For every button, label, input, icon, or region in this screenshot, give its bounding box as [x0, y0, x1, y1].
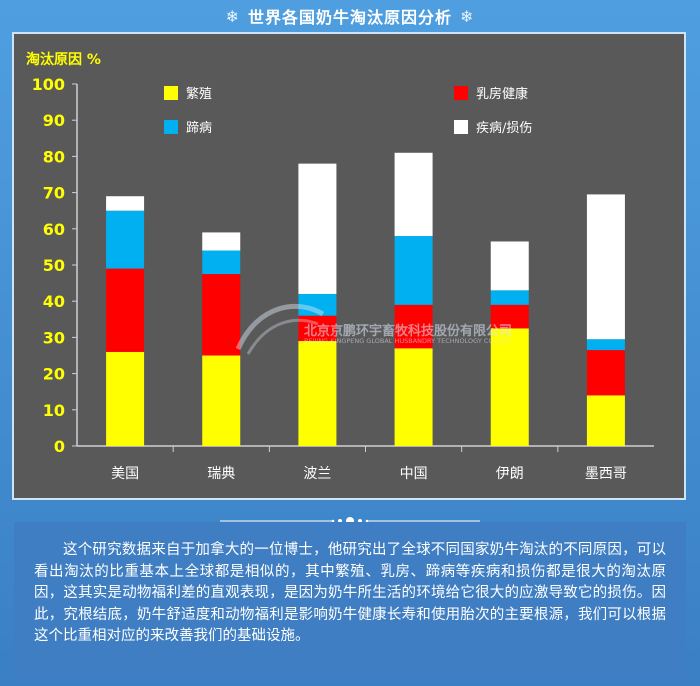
snowflake-icon: ❄: [460, 6, 475, 26]
bar-segment: [298, 315, 337, 342]
y-tick-label: 0: [54, 437, 65, 456]
snowflake-icon: ❄: [225, 6, 240, 26]
bar-segment: [106, 210, 145, 269]
legend-swatch: [164, 86, 178, 100]
x-tick-label: 中国: [400, 466, 428, 482]
bar-segment: [394, 348, 433, 446]
x-tick-label: 伊朗: [496, 466, 524, 482]
bar-segment: [586, 339, 625, 351]
bar-segment: [490, 290, 529, 305]
bar-segment: [586, 395, 625, 446]
y-tick-label: 60: [43, 220, 65, 239]
legend-swatch: [454, 86, 468, 100]
page-title-bar: ❄ 世界各国奶牛淘汰原因分析 ❄: [0, 0, 700, 32]
x-tick-label: 美国: [111, 466, 139, 482]
y-axis-label: 淘汰原因 %: [26, 51, 101, 68]
page-title: 世界各国奶牛淘汰原因分析: [247, 8, 452, 27]
bar-segment: [202, 250, 241, 275]
bar-segment: [490, 328, 529, 446]
bar-segment: [490, 304, 529, 329]
chart-panel: 淘汰原因 % 0 10 20 30 40 50 60 70 80 90 100 美国 瑞典 波兰 中国 伊朗 墨西…: [12, 32, 686, 500]
bar-segment: [202, 232, 241, 251]
bar-segment: [202, 274, 241, 356]
watermark-cn: 北京京鹏环宇畜牧科技股份有限公司: [304, 324, 513, 339]
legend-label: 疾病/损伤: [476, 121, 532, 136]
x-tick-label: 瑞典: [207, 466, 235, 482]
y-tick-label: 100: [32, 75, 65, 94]
bar-segment: [298, 293, 337, 316]
bar-segment: [490, 241, 529, 291]
bar-segment: [394, 304, 433, 349]
y-tick-label: 10: [43, 401, 65, 420]
y-tick-label: 40: [43, 292, 65, 311]
y-tick-label: 70: [43, 184, 65, 203]
y-tick-label: 90: [43, 111, 65, 130]
bar-segment: [202, 355, 241, 446]
bar-segment: [394, 152, 433, 237]
logo-swirl-icon: [235, 304, 325, 355]
description-text: 这个研究数据来自于加拿大的一位博士，他研究出了全球不同国家奶牛淘汰的不同原因，可…: [34, 542, 666, 644]
legend-label: 蹄病: [186, 120, 212, 136]
legend-swatch: [164, 120, 178, 134]
y-tick-label: 80: [43, 147, 65, 166]
description-panel: 这个研究数据来自于加拿大的一位博士，他研究出了全球不同国家奶牛淘汰的不同原因，可…: [14, 522, 686, 682]
legend-label: 乳房健康: [476, 86, 528, 102]
y-tick-label: 30: [43, 328, 65, 347]
legend-label: 繁殖: [186, 86, 212, 102]
x-tick-label: 波兰: [303, 466, 331, 482]
legend-swatch: [454, 120, 468, 134]
stacked-bar-chart: 淘汰原因 % 0 10 20 30 40 50 60 70 80 90 100 美国 瑞典 波兰 中国 伊朗 墨西…: [26, 51, 654, 482]
bar-segment: [106, 351, 145, 446]
bar-segment: [586, 194, 625, 340]
bar-segment: [106, 196, 145, 211]
x-tick-label: 墨西哥: [585, 466, 627, 482]
bar-segment: [106, 268, 145, 352]
bar-segment: [394, 236, 433, 305]
bar-segment: [298, 163, 337, 294]
company-watermark: 北京京鹏环宇畜牧科技股份有限公司 BEIJING KINGPENG GLOBAL…: [235, 304, 556, 355]
y-tick-label: 20: [43, 365, 65, 384]
bar-segment: [586, 350, 625, 396]
watermark-en: BEIJING KINGPENG GLOBAL HUSBANDRY TECHNO…: [304, 337, 512, 345]
y-tick-label: 50: [43, 256, 65, 275]
bar-segment: [298, 341, 337, 446]
